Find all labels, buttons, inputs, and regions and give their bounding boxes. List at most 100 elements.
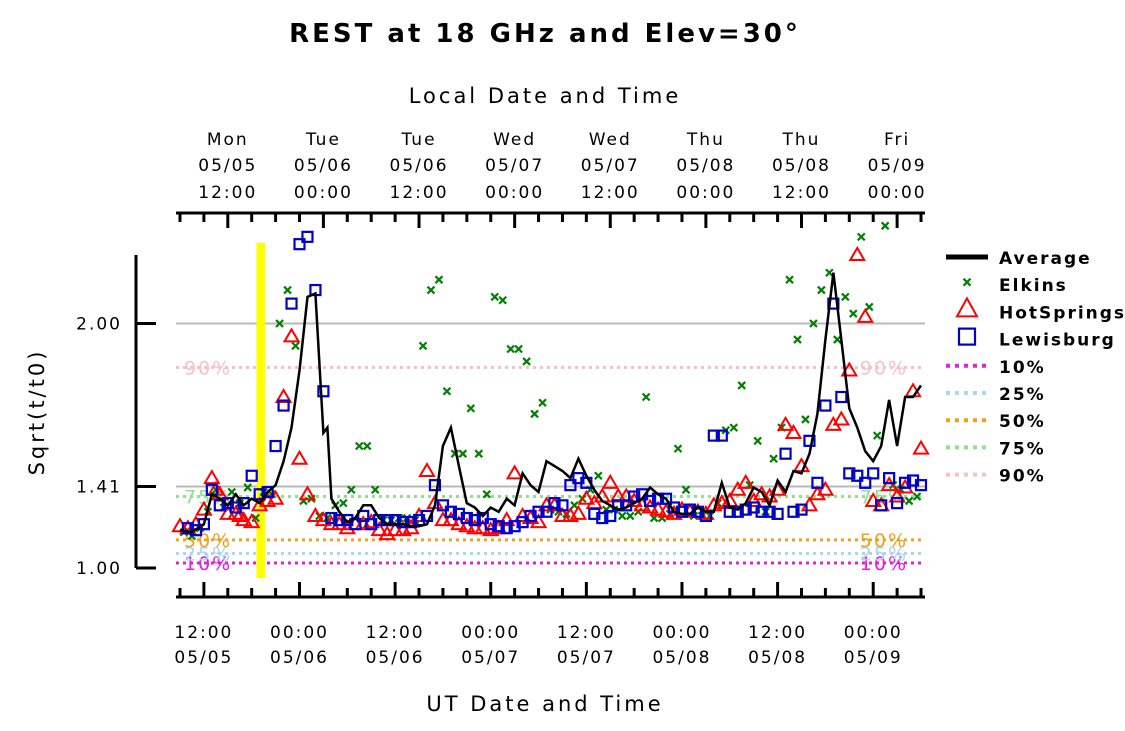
data-point xyxy=(849,309,858,318)
data-point xyxy=(601,473,620,489)
percentile-label-right: 75% xyxy=(860,487,908,509)
y-tick-label: 1.00 xyxy=(76,559,122,579)
percentile-label-left: 10% xyxy=(184,553,232,575)
data-point xyxy=(819,399,832,412)
top-tick-day: Mon xyxy=(207,130,249,150)
top-tick-day: Thu xyxy=(686,130,725,150)
legend-item: 90% xyxy=(946,467,1046,487)
legend-label: HotSprings xyxy=(999,303,1125,323)
percentile-label-left: 90% xyxy=(184,358,232,380)
marker-stroke xyxy=(649,513,659,523)
bottom-tick-date: 05/07 xyxy=(557,648,616,668)
data-point xyxy=(492,520,505,533)
data-point xyxy=(282,327,301,343)
legend-item: 10% xyxy=(946,358,1046,378)
data-point xyxy=(250,496,269,512)
data-point xyxy=(856,307,874,323)
data-point xyxy=(659,492,673,505)
top-tick-date: 05/06 xyxy=(294,156,353,176)
data-point xyxy=(490,292,500,302)
data-point xyxy=(285,297,298,310)
marker-stroke xyxy=(482,490,492,499)
legend-item: HotSprings xyxy=(955,296,1125,323)
highlight-layer xyxy=(256,243,266,578)
data-point xyxy=(436,499,450,512)
top-tick-date: 05/09 xyxy=(868,156,927,176)
data-point xyxy=(476,511,489,525)
top-tick-time: 12:00 xyxy=(581,183,640,203)
data-point xyxy=(752,485,771,501)
marker-stroke xyxy=(785,275,794,284)
data-point xyxy=(242,513,261,529)
data-point xyxy=(872,431,882,440)
data-point xyxy=(245,469,258,482)
data-point xyxy=(851,469,864,482)
top-tick-time: 12:00 xyxy=(772,183,831,203)
data-point xyxy=(570,501,579,510)
data-point xyxy=(277,399,290,412)
axes-layer: 1.00 1.41 2.00 Mon 05/05 12:00 Tue 05/06 00:00 Tu… xyxy=(76,130,927,668)
legend-swatch xyxy=(955,296,979,318)
data-point xyxy=(540,505,553,518)
data-point xyxy=(729,423,739,432)
marker-stroke xyxy=(657,513,667,523)
data-point xyxy=(875,499,888,512)
data-point xyxy=(458,449,468,458)
bottom-tick-date: 05/06 xyxy=(366,648,425,668)
marker-stroke xyxy=(769,454,778,463)
legend: Average Elkins HotSprings Lewisburg 10% 25% 50… xyxy=(946,249,1125,487)
marker-stroke xyxy=(227,487,237,497)
data-point xyxy=(251,513,260,523)
data-point xyxy=(604,509,617,523)
marker-stroke xyxy=(570,501,579,510)
marker-stroke xyxy=(291,341,300,351)
data-point xyxy=(500,522,513,535)
series-layer xyxy=(171,221,930,541)
data-point xyxy=(354,441,364,451)
data-point xyxy=(880,221,890,231)
legend-label: 50% xyxy=(999,412,1046,432)
top-tick-day: Tue xyxy=(305,130,341,150)
data-point xyxy=(357,509,370,523)
data-point xyxy=(848,246,867,261)
data-point xyxy=(420,509,434,523)
data-point xyxy=(795,503,808,516)
data-point xyxy=(912,439,930,455)
data-point xyxy=(785,275,794,284)
data-point xyxy=(181,522,195,535)
top-tick-date: 05/08 xyxy=(772,156,831,176)
marker-stroke xyxy=(458,449,468,458)
data-point xyxy=(301,230,314,243)
data-point xyxy=(283,285,292,295)
marker-stroke xyxy=(801,415,810,424)
data-point xyxy=(832,410,851,426)
legend-label: 10% xyxy=(999,358,1046,378)
data-point xyxy=(505,464,524,480)
data-point xyxy=(883,472,896,485)
data-point xyxy=(793,335,802,344)
top-tick-date: 05/07 xyxy=(581,156,640,176)
top-tick-day: Wed xyxy=(493,130,536,150)
chart-title: REST at 18 GHz and Elev=30° xyxy=(289,19,801,49)
data-point xyxy=(428,479,442,492)
data-point xyxy=(737,381,747,390)
data-point xyxy=(347,485,356,495)
series-average xyxy=(179,272,923,534)
percentile-label-right: 50% xyxy=(860,530,908,552)
data-point xyxy=(261,485,274,499)
legend-label: 75% xyxy=(999,439,1046,459)
data-point xyxy=(290,449,309,465)
marker-stroke xyxy=(729,423,739,432)
bottom-tick-time: 00:00 xyxy=(652,623,711,643)
percentile-label-right: 25% xyxy=(860,544,908,566)
data-point xyxy=(237,497,250,510)
legend-label: 90% xyxy=(999,467,1046,487)
bottom-tick-time: 00:00 xyxy=(461,623,520,643)
marker-stroke xyxy=(538,398,547,408)
data-point xyxy=(736,473,755,489)
data-point xyxy=(803,434,816,447)
marker-stroke xyxy=(442,386,452,396)
data-point xyxy=(418,341,428,351)
data-point xyxy=(827,297,840,310)
data-point xyxy=(912,492,922,501)
